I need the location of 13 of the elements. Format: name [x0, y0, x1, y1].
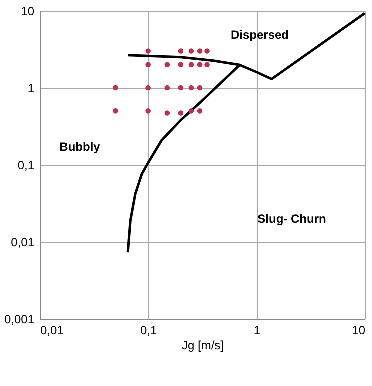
annotation: Dispersed — [230, 28, 290, 42]
y-tick-label: 0,1 — [18, 158, 35, 172]
annotation: Bubbly — [60, 140, 101, 154]
x-tick-label: 10 — [352, 324, 366, 338]
y-tick-label: 1 — [28, 82, 35, 96]
y-tick-label: 0,001 — [4, 312, 35, 326]
x-tick-label: 0,1 — [140, 324, 158, 338]
x-tick-label: 0,01 — [40, 324, 64, 338]
annotation: Slug- Churn — [258, 212, 326, 226]
y-tick-label: 10 — [21, 4, 35, 18]
y-tick-label: 0,01 — [11, 236, 35, 250]
x-axis-title: Jg [m/s] — [182, 338, 224, 352]
x-tick-label: 1 — [254, 324, 261, 338]
